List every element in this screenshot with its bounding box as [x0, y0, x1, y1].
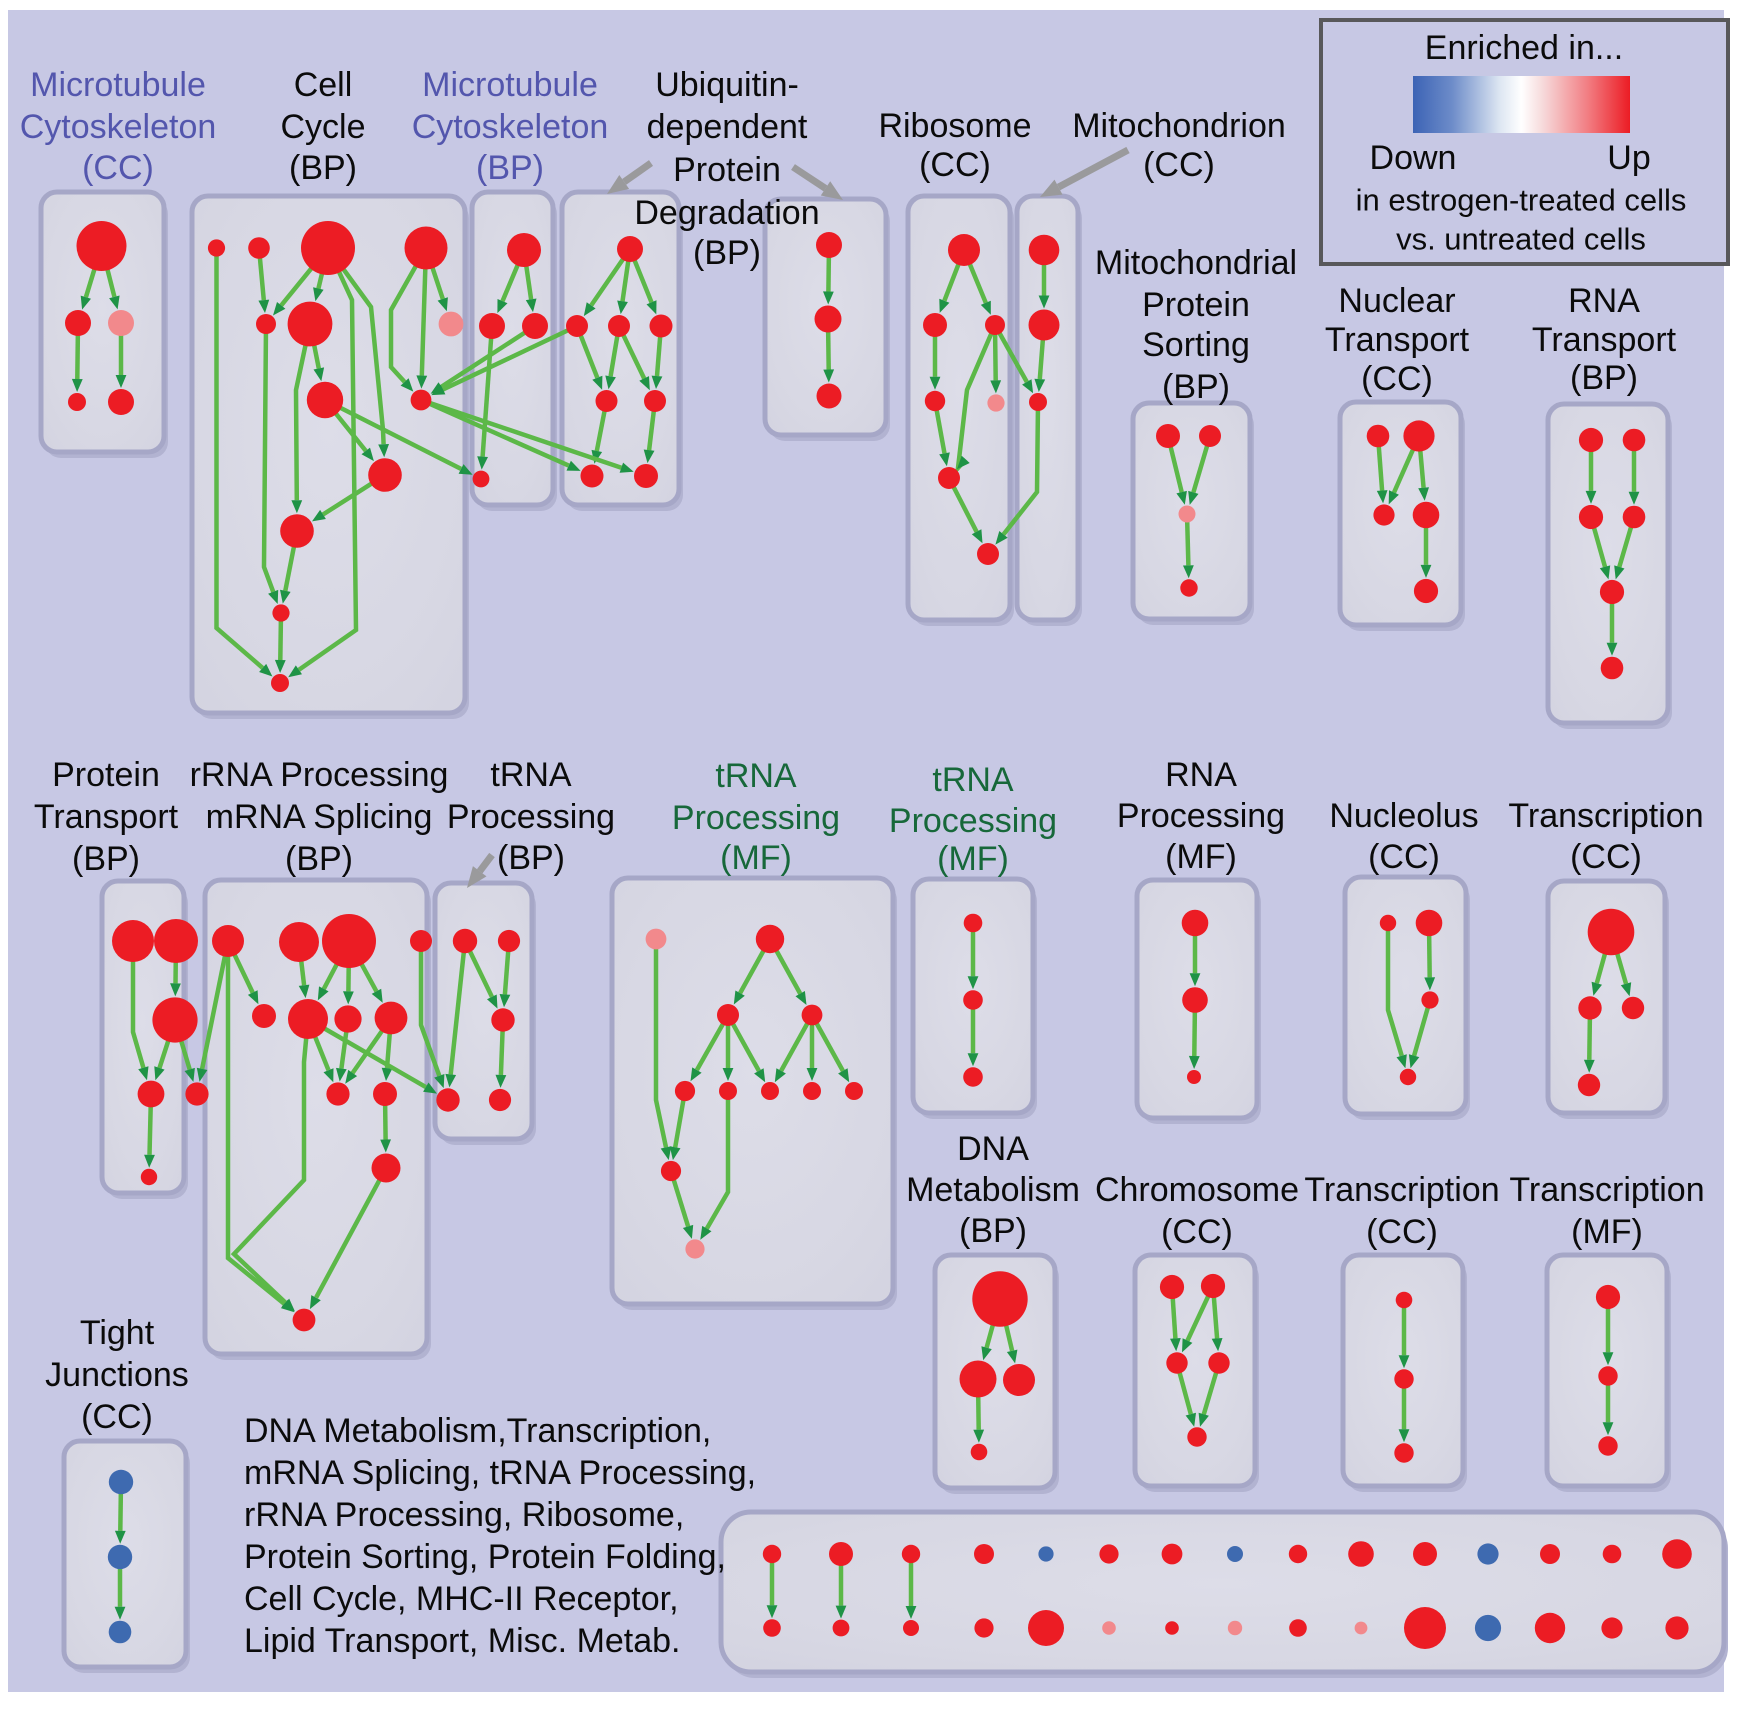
svg-text:(MF): (MF) [1165, 838, 1237, 876]
svg-text:DNA Metabolism,Transcription,: DNA Metabolism,Transcription, [244, 1412, 711, 1450]
svg-text:(BP): (BP) [959, 1212, 1027, 1250]
svg-text:(CC): (CC) [82, 149, 154, 187]
svg-text:Transcription: Transcription [1304, 1171, 1499, 1209]
svg-text:Protein: Protein [673, 151, 781, 189]
svg-text:Transport: Transport [1532, 321, 1677, 359]
svg-text:(BP): (BP) [72, 840, 140, 878]
svg-text:Transport: Transport [1325, 321, 1470, 359]
svg-text:tRNA: tRNA [490, 756, 572, 794]
svg-text:(BP): (BP) [285, 840, 353, 878]
svg-text:Transcription: Transcription [1508, 797, 1703, 835]
svg-text:Processing: Processing [1117, 797, 1285, 835]
svg-text:Lipid Transport, Misc. Metab.: Lipid Transport, Misc. Metab. [244, 1622, 681, 1660]
svg-text:(CC): (CC) [1570, 838, 1642, 876]
svg-text:Nuclear: Nuclear [1338, 282, 1455, 320]
svg-text:(CC): (CC) [1361, 360, 1433, 398]
svg-text:(MF): (MF) [1571, 1213, 1643, 1251]
svg-text:(MF): (MF) [937, 840, 1009, 878]
svg-text:(CC): (CC) [1143, 146, 1215, 184]
svg-text:Cytoskeleton: Cytoskeleton [20, 108, 217, 146]
svg-text:Processing: Processing [447, 798, 615, 836]
svg-text:Cell: Cell [294, 66, 353, 104]
svg-text:Chromosome: Chromosome [1095, 1171, 1299, 1209]
svg-text:Down: Down [1370, 139, 1457, 177]
svg-text:Transcription: Transcription [1509, 1171, 1704, 1209]
svg-text:(MF): (MF) [720, 839, 792, 877]
svg-text:(CC): (CC) [81, 1398, 153, 1436]
svg-text:DNA: DNA [957, 1130, 1029, 1168]
svg-text:Cycle: Cycle [280, 108, 365, 146]
svg-text:(BP): (BP) [1162, 368, 1230, 406]
svg-text:Protein: Protein [52, 756, 160, 794]
svg-text:Microtubule: Microtubule [422, 66, 598, 104]
svg-text:(BP): (BP) [1570, 359, 1638, 397]
svg-text:Ubiquitin-: Ubiquitin- [655, 66, 799, 104]
svg-text:Enriched in...: Enriched in... [1425, 29, 1623, 67]
svg-text:mRNA Splicing, tRNA Processing: mRNA Splicing, tRNA Processing, [244, 1454, 756, 1492]
svg-text:Processing: Processing [672, 799, 840, 837]
svg-text:Tight: Tight [80, 1314, 155, 1352]
svg-text:Protein: Protein [1142, 286, 1250, 324]
svg-text:RNA: RNA [1165, 756, 1237, 794]
svg-text:Degradation: Degradation [634, 194, 819, 232]
svg-text:(BP): (BP) [497, 839, 565, 877]
svg-text:tRNA: tRNA [932, 761, 1014, 799]
svg-text:(CC): (CC) [1161, 1213, 1233, 1251]
svg-text:Cell Cycle, MHC-II Receptor,: Cell Cycle, MHC-II Receptor, [244, 1580, 679, 1618]
svg-text:rRNA Processing, Ribosome,: rRNA Processing, Ribosome, [244, 1496, 684, 1534]
svg-text:mRNA Splicing: mRNA Splicing [206, 798, 433, 836]
svg-text:(BP): (BP) [289, 149, 357, 187]
svg-text:Up: Up [1607, 139, 1650, 177]
svg-text:rRNA Processing: rRNA Processing [190, 756, 449, 794]
svg-text:Nucleolus: Nucleolus [1329, 797, 1478, 835]
svg-text:Junctions: Junctions [45, 1356, 189, 1394]
svg-text:(BP): (BP) [476, 149, 544, 187]
svg-text:(CC): (CC) [1368, 838, 1440, 876]
svg-text:Processing: Processing [889, 802, 1057, 840]
svg-text:Microtubule: Microtubule [30, 66, 206, 104]
svg-text:Metabolism: Metabolism [906, 1171, 1080, 1209]
svg-text:tRNA: tRNA [715, 757, 797, 795]
svg-text:Ribosome: Ribosome [878, 107, 1031, 145]
svg-text:dependent: dependent [647, 108, 808, 146]
svg-text:vs. untreated cells: vs. untreated cells [1396, 222, 1646, 257]
svg-text:RNA: RNA [1568, 282, 1640, 320]
svg-text:Transport: Transport [34, 798, 179, 836]
svg-text:(BP): (BP) [693, 234, 761, 272]
svg-text:in estrogen-treated cells: in estrogen-treated cells [1356, 183, 1687, 218]
svg-text:Mitochondrion: Mitochondrion [1072, 107, 1286, 145]
svg-text:Protein Sorting, Protein Foldi: Protein Sorting, Protein Folding, [244, 1538, 726, 1576]
svg-text:(CC): (CC) [919, 146, 991, 184]
svg-text:Sorting: Sorting [1142, 326, 1250, 364]
svg-text:Mitochondrial: Mitochondrial [1095, 244, 1297, 282]
svg-text:Cytoskeleton: Cytoskeleton [412, 108, 609, 146]
svg-text:(CC): (CC) [1366, 1213, 1438, 1251]
